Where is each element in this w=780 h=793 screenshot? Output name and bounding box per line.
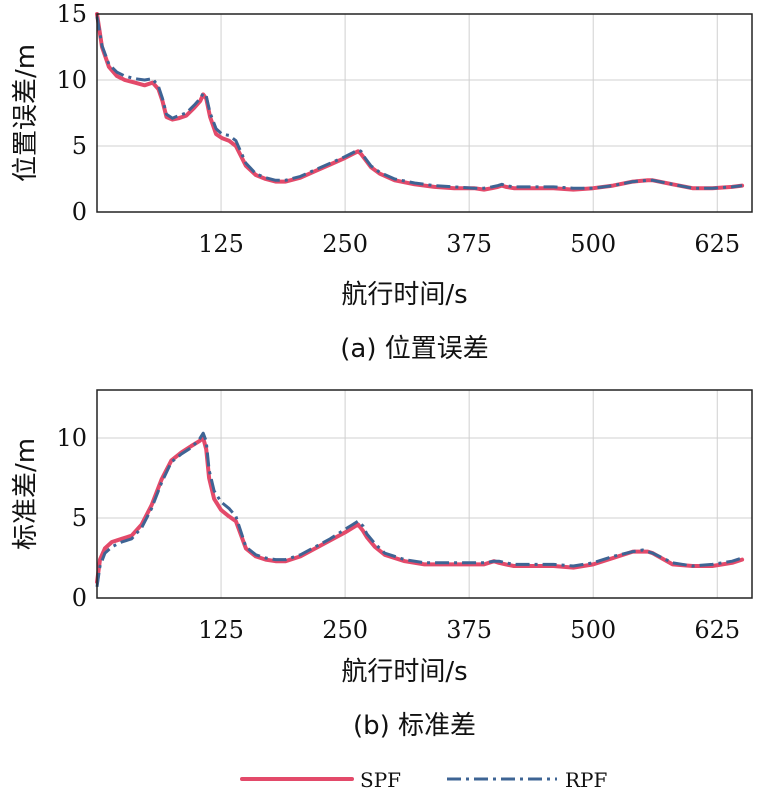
x-axis-label: 航行时间/s [341,280,467,310]
legend-rpf-label: RPF [565,768,608,792]
y-tick-label: 0 [72,584,87,612]
x-axis-label: 航行时间/s [341,657,467,687]
y-tick-label: 5 [72,132,87,160]
x-tick-label: 500 [570,616,616,644]
panel-caption: (a) 位置误差 [340,334,489,364]
x-tick-label: 500 [570,230,616,258]
y-axis-label: 标准差/m [11,438,41,550]
x-tick-label: 625 [694,616,740,644]
x-tick-label: 250 [322,616,368,644]
x-tick-label: 250 [322,230,368,258]
series-line-rpf [95,431,743,588]
plot-frame [96,389,753,599]
panel-position-error: 125 250 375 500 625 0 5 10 15 航行时间/s 位置误差/m (a) 位置误… [11,0,753,364]
y-tick-label: 15 [56,0,87,28]
series-line-spf [95,436,745,584]
series-line-rpf [95,16,743,190]
legend-spf-label: SPF [360,768,401,792]
panel-std-dev: 125 250 375 500 625 0 5 10 航行时间/s 标准差/m (b) 标准差 [11,389,753,741]
x-tick-label: 125 [198,616,244,644]
y-tick-label: 5 [72,504,87,532]
y-tick-label: 10 [56,424,87,452]
x-tick-label: 375 [446,230,492,258]
x-tick-label: 125 [198,230,244,258]
y-tick-label: 0 [72,198,87,226]
y-tick-label: 10 [56,66,87,94]
series-line-spf [95,12,745,192]
y-axis-label: 位置误差/m [11,44,41,182]
x-tick-label: 375 [446,616,492,644]
legend: SPF RPF [240,768,608,792]
plot-frame [96,13,753,213]
x-tick-label: 625 [694,230,740,258]
panel-caption: (b) 标准差 [353,711,476,741]
